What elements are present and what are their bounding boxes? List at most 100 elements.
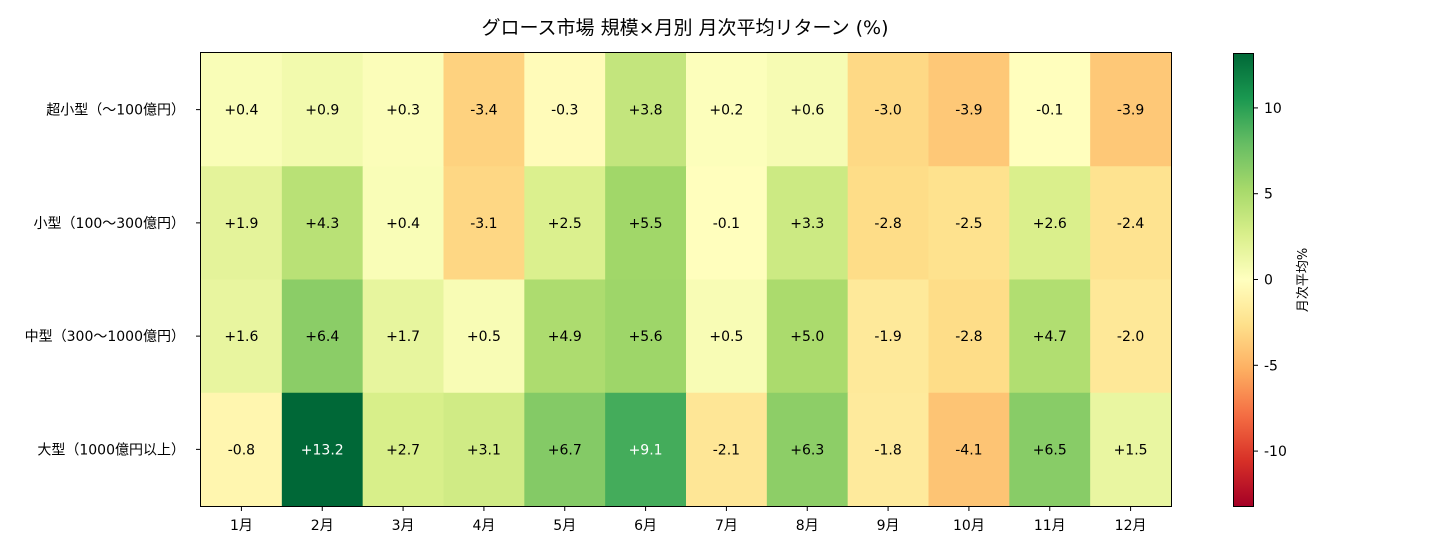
heatmap-cell xyxy=(201,166,283,281)
colorbar-tick-label: 0 xyxy=(1264,273,1273,289)
heatmap-cell xyxy=(605,53,687,167)
cell-value-label: +0.6 xyxy=(790,103,824,119)
column-label: 12月 xyxy=(1115,518,1147,534)
heatmap-cell xyxy=(281,53,364,167)
heatmap-cell xyxy=(847,279,930,394)
cell-value-label: -1.9 xyxy=(874,329,901,345)
cell-value-label: -2.1 xyxy=(713,442,740,458)
cell-value-label: +3.1 xyxy=(467,442,501,458)
column-labels: 1月 2月 3月 4月 5月 6月 7月 8月 9月 10月 11月 12月 xyxy=(230,506,1147,534)
colorbar: 10 5 0 -5 -10 月次平均% xyxy=(1233,53,1311,507)
heatmap-cell xyxy=(524,392,606,507)
heatmap-cell xyxy=(1009,53,1091,167)
cell-value-label: +2.6 xyxy=(1033,216,1067,232)
cell-value-label: -4.1 xyxy=(955,442,982,458)
cell-value-label: -1.8 xyxy=(874,442,901,458)
heatmap-cell xyxy=(443,392,525,507)
cell-value-label: -0.1 xyxy=(713,216,740,232)
column-label: 3月 xyxy=(392,518,415,534)
heatmap-cell xyxy=(1009,166,1091,281)
heatmap-cell xyxy=(201,53,283,167)
heatmap-cell xyxy=(605,392,687,507)
cell-value-label: -3.0 xyxy=(874,103,901,119)
cell-value-label: +3.8 xyxy=(629,103,663,119)
row-label: 大型（1000億円以上） xyxy=(37,442,185,458)
heatmap-cell xyxy=(524,279,606,394)
heatmap-cell xyxy=(443,53,525,167)
heatmap-cell xyxy=(605,279,687,394)
heatmap-cell xyxy=(928,53,1010,167)
heatmap-cell xyxy=(847,53,930,167)
heatmap-cell xyxy=(281,279,364,394)
cell-value-label: +4.7 xyxy=(1033,329,1067,345)
heatmap-cell xyxy=(1009,279,1091,394)
heatmap-cell xyxy=(281,166,364,281)
column-label: 10月 xyxy=(953,518,985,534)
cell-value-label: +3.3 xyxy=(790,216,824,232)
column-label: 6月 xyxy=(634,518,657,534)
cell-value-label: -3.4 xyxy=(470,103,497,119)
heatmap-cell xyxy=(766,392,849,507)
colorbar-gradient xyxy=(1233,53,1253,506)
row-label: 超小型（〜100億円） xyxy=(46,103,185,119)
cell-value-label: +0.3 xyxy=(386,103,420,119)
column-label: 2月 xyxy=(311,518,334,534)
colorbar-tick-label: 5 xyxy=(1264,187,1273,203)
colorbar-ticks: 10 5 0 -5 -10 xyxy=(1253,101,1287,460)
column-label: 1月 xyxy=(230,518,253,534)
heatmap-cell xyxy=(1090,279,1172,394)
heatmap-cell xyxy=(928,392,1010,507)
heatmap-cell xyxy=(686,166,768,281)
heatmap-cells: +0.4 +0.9 +0.3 -3.4 -0.3 +3.8 +0.2 +0.6 -3.0 -3.9… xyxy=(201,53,1172,507)
colorbar-tick-label: -10 xyxy=(1264,444,1287,460)
heatmap-cell xyxy=(201,392,283,507)
heatmap-cell xyxy=(1090,392,1172,507)
cell-value-label: +1.5 xyxy=(1114,442,1148,458)
heatmap-cell xyxy=(201,279,283,394)
cell-value-label: +1.9 xyxy=(224,216,258,232)
heatmap-cell xyxy=(362,53,445,167)
column-label: 8月 xyxy=(796,518,819,534)
cell-value-label: +2.7 xyxy=(386,442,420,458)
cell-value-label: +4.9 xyxy=(548,329,582,345)
heatmap-cell xyxy=(1090,53,1172,167)
cell-value-label: -2.5 xyxy=(955,216,982,232)
column-label: 5月 xyxy=(553,518,576,534)
heatmap-cell xyxy=(686,392,768,507)
cell-value-label: +6.4 xyxy=(305,329,339,345)
cell-value-label: +6.7 xyxy=(548,442,582,458)
cell-value-label: -2.0 xyxy=(1117,329,1144,345)
heatmap-cell xyxy=(847,392,930,507)
row-label: 中型（300〜1000億円） xyxy=(25,329,185,345)
cell-value-label: +2.5 xyxy=(548,216,582,232)
heatmap-cell xyxy=(524,53,606,167)
colorbar-tick-label: 10 xyxy=(1264,101,1282,117)
cell-value-label: -3.9 xyxy=(955,103,982,119)
cell-value-label: +5.5 xyxy=(629,216,663,232)
chart-title: グロース市場 規模×月別 月次平均リターン (%) xyxy=(481,17,888,39)
cell-value-label: +0.4 xyxy=(224,103,258,119)
cell-value-label: -2.8 xyxy=(955,329,982,345)
heatmap-cell xyxy=(686,279,768,394)
heatmap-cell xyxy=(766,53,849,167)
heatmap-cell xyxy=(362,166,445,281)
cell-value-label: +0.4 xyxy=(386,216,420,232)
heatmap-cell xyxy=(281,392,364,507)
column-label: 7月 xyxy=(715,518,738,534)
column-label: 4月 xyxy=(472,518,495,534)
heatmap-cell xyxy=(362,279,445,394)
heatmap-cell xyxy=(362,392,445,507)
heatmap-cell xyxy=(766,279,849,394)
cell-value-label: +0.9 xyxy=(305,103,339,119)
cell-value-label: -2.8 xyxy=(874,216,901,232)
heatmap-cell xyxy=(1090,166,1172,281)
cell-value-label: +0.2 xyxy=(709,103,743,119)
cell-value-label: +4.3 xyxy=(305,216,339,232)
cell-value-label: +1.6 xyxy=(224,329,258,345)
heatmap-cell xyxy=(766,166,849,281)
cell-value-label: +5.6 xyxy=(629,329,663,345)
heatmap-cell xyxy=(443,279,525,394)
cell-value-label: -0.1 xyxy=(1036,103,1063,119)
heatmap-cell xyxy=(524,166,606,281)
